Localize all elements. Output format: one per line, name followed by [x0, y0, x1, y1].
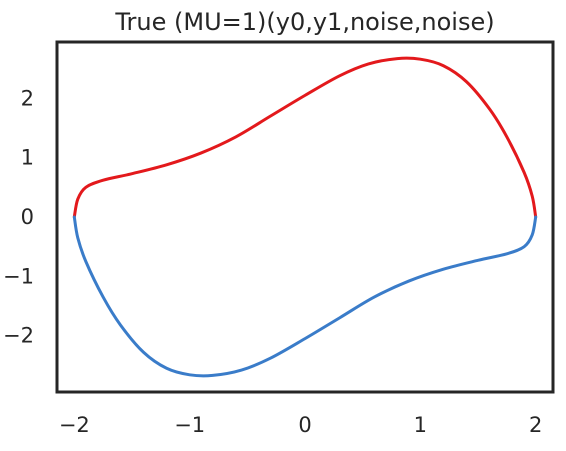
y-tick-label: 1: [21, 146, 34, 170]
y-tick-label: 0: [21, 205, 34, 229]
series-line-1: [72, 215, 538, 378]
chart-title: True (MU=1)(y0,y1,noise,noise): [114, 8, 494, 36]
y-tick-label: −1: [3, 264, 34, 288]
y-axis-tick-labels: −2 −1 0 1 2: [3, 86, 34, 347]
x-tick-label: 2: [529, 413, 542, 437]
x-tick-label: −2: [59, 413, 90, 437]
x-axis-tick-labels: −2 −1 0 1 2: [59, 413, 543, 437]
y-tick-label: 2: [21, 86, 34, 110]
y-tick-label: −2: [3, 324, 34, 348]
x-tick-label: 1: [414, 413, 427, 437]
x-tick-label: 0: [298, 413, 311, 437]
plot-area-frame: [55, 40, 555, 394]
series-line-0: [72, 56, 538, 219]
plot-series-group: [72, 56, 538, 378]
x-tick-label: −1: [174, 413, 205, 437]
